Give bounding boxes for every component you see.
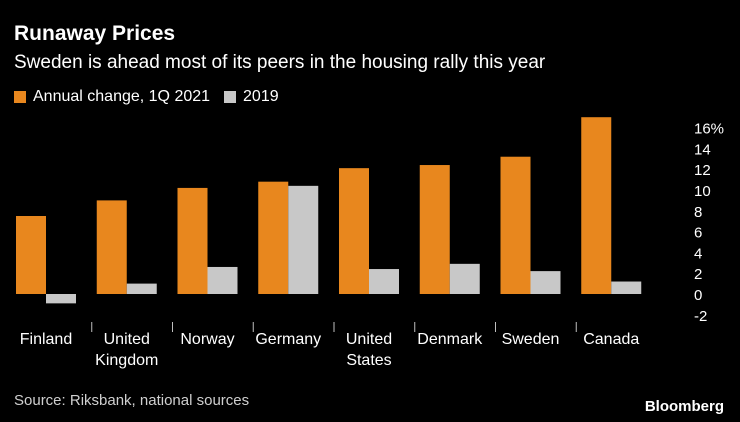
legend-item-2019: 2019 — [224, 88, 279, 106]
legend-label-annual-change: Annual change, 1Q 2021 — [33, 88, 211, 105]
x-category-label: Denmark — [417, 331, 483, 348]
bar-annual-change — [500, 156, 531, 294]
y-tick-label: 4 — [694, 245, 702, 262]
bar-2019 — [126, 283, 157, 294]
x-category-label: States — [346, 352, 391, 369]
x-category-label: United — [104, 331, 150, 348]
bar-2019 — [530, 271, 561, 294]
x-category-label: Germany — [255, 331, 321, 348]
y-tick-label: 6 — [694, 225, 702, 242]
bar-annual-change — [258, 181, 289, 294]
bar-annual-change — [96, 200, 127, 294]
x-category-label: Sweden — [502, 331, 560, 348]
y-tick-label: 14 — [694, 141, 711, 158]
y-tick-label: 16% — [694, 121, 724, 138]
bar-2019 — [207, 266, 238, 294]
x-category-label: Canada — [583, 331, 639, 348]
y-tick-label: 10 — [694, 183, 711, 200]
y-tick-label: 2 — [694, 266, 702, 283]
bloomberg-logo: Bloomberg — [644, 398, 724, 415]
legend-swatch-annual-change — [14, 91, 26, 103]
chart-title: Runaway Prices — [14, 22, 176, 45]
y-tick-label: -2 — [694, 308, 707, 325]
bar-annual-change — [419, 165, 450, 294]
legend-label-2019: 2019 — [243, 88, 279, 105]
x-category-label: Norway — [180, 331, 234, 348]
y-tick-label: 8 — [694, 204, 702, 221]
bar-annual-change — [177, 187, 208, 294]
bar-2019 — [611, 281, 642, 294]
bar-2019 — [288, 185, 319, 294]
x-category-label: United — [346, 331, 392, 348]
x-category-label: Finland — [20, 331, 72, 348]
bar-2019 — [449, 263, 480, 294]
bar-annual-change — [16, 216, 46, 294]
legend-item-annual-change: Annual change, 1Q 2021 — [14, 88, 210, 106]
chart-subtitle: Sweden is ahead most of its peers in the… — [14, 52, 546, 73]
chart-legend: Annual change, 1Q 2021 2019 — [14, 88, 293, 106]
bar-2019 — [46, 294, 76, 304]
bar-annual-change — [339, 168, 369, 294]
bar-2019 — [369, 269, 399, 294]
source-note: Source: Riksbank, national sources — [14, 392, 250, 409]
bar-annual-change — [581, 117, 612, 294]
y-tick-label: 12 — [694, 162, 711, 179]
x-category-label: Kingdom — [95, 352, 158, 369]
legend-swatch-2019 — [224, 91, 237, 103]
y-tick-label: 0 — [694, 287, 702, 304]
